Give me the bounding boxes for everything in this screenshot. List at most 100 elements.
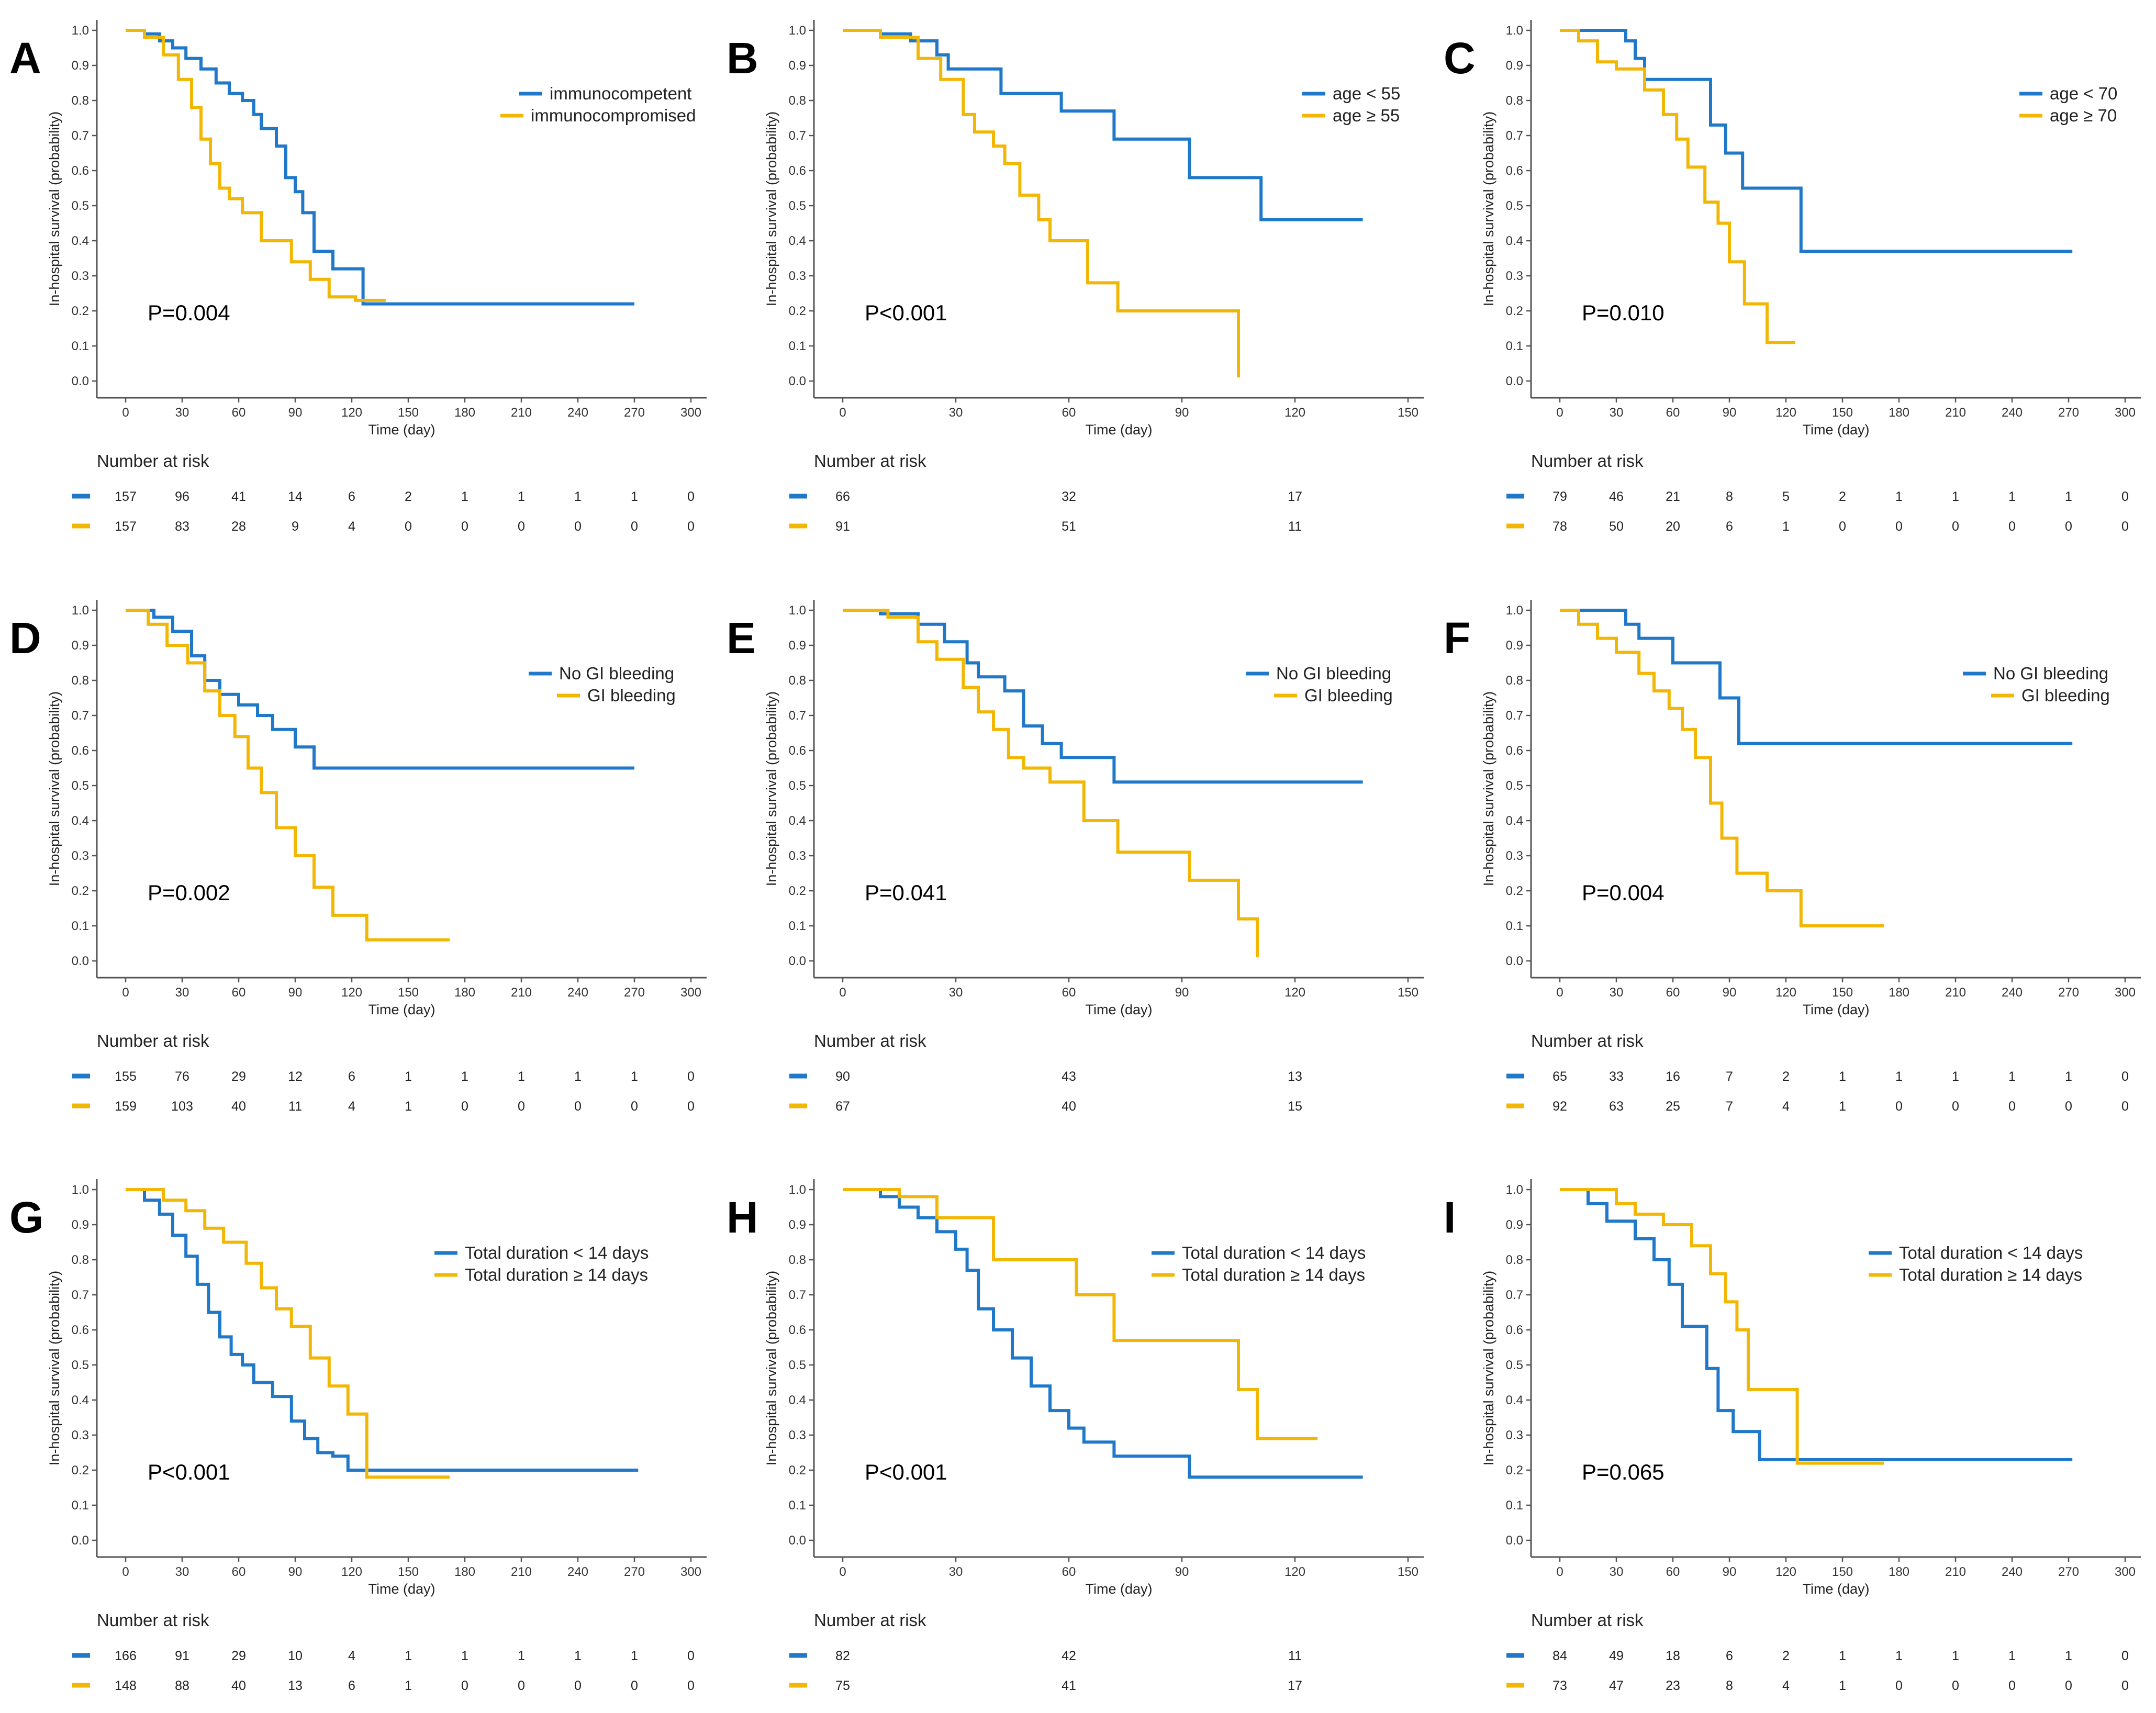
x-tick-label: 180 xyxy=(454,986,475,1000)
risk-count: 7 xyxy=(1726,1069,1733,1084)
risk-count: 4 xyxy=(348,519,355,534)
y-tick-label: 0.4 xyxy=(72,234,89,248)
risk-count: 1 xyxy=(1782,519,1790,534)
y-tick-label: 0.3 xyxy=(1506,269,1523,283)
risk-count: 16 xyxy=(1666,1069,1680,1084)
x-tick-label: 90 xyxy=(1723,986,1737,1000)
x-tick-label: 120 xyxy=(341,1565,362,1579)
risk-count: 6 xyxy=(348,1069,355,1084)
risk-count: 0 xyxy=(2065,1678,2072,1693)
x-tick-label: 120 xyxy=(1775,986,1796,1000)
p-value: P=0.041 xyxy=(865,880,947,905)
legend-label: No GI bleeding xyxy=(559,664,674,683)
panel-i: I0.00.10.20.30.40.50.60.70.80.91.00 30 60 9… xyxy=(1444,1179,2141,1693)
risk-count: 11 xyxy=(1288,519,1302,534)
y-tick-label: 0.7 xyxy=(1506,709,1523,723)
risk-count: 0 xyxy=(2121,1678,2129,1693)
survival-curve xyxy=(1560,29,1795,344)
y-tick-label: 0.2 xyxy=(1506,1463,1523,1477)
risk-count: 91 xyxy=(175,1649,189,1663)
risk-count: 0 xyxy=(518,1678,525,1693)
legend-label: Total duration ≥ 14 days xyxy=(1182,1265,1365,1284)
y-tick-label: 0.9 xyxy=(1506,1218,1523,1232)
risk-count: 1 xyxy=(631,1069,638,1084)
panel-d: D0.00.10.20.30.40.50.60.70.80.91.00 30 60 9… xyxy=(9,600,707,1114)
y-tick-label: 0.5 xyxy=(72,199,89,213)
y-tick-label: 0.1 xyxy=(72,339,89,353)
risk-count: 0 xyxy=(1895,1678,1903,1693)
risk-count: 83 xyxy=(175,519,189,534)
risk-count: 1 xyxy=(1839,1069,1846,1084)
survival-curve xyxy=(1560,609,2073,745)
risk-count: 6 xyxy=(1726,1649,1733,1663)
risk-count: 8 xyxy=(1726,489,1733,504)
risk-count: 47 xyxy=(1609,1678,1624,1693)
panel-letter: D xyxy=(9,613,41,663)
x-tick-label: 0 xyxy=(839,406,846,420)
x-tick-label: 120 xyxy=(341,406,362,420)
x-tick-label: 90 xyxy=(288,986,303,1000)
risk-count: 0 xyxy=(1839,519,1846,534)
y-tick-label: 0.9 xyxy=(1506,59,1523,73)
y-tick-label: 0.7 xyxy=(1506,1288,1523,1302)
y-tick-label: 0.6 xyxy=(72,1323,89,1337)
y-tick-label: 0.2 xyxy=(1506,884,1523,898)
y-tick-label: 0.0 xyxy=(789,374,806,388)
x-tick-label: 240 xyxy=(567,1565,588,1579)
risk-count: 1 xyxy=(1952,1069,1959,1084)
survival-curve xyxy=(126,1188,450,1479)
survival-curve xyxy=(843,29,1363,221)
risk-count: 2 xyxy=(1839,489,1846,504)
y-tick-label: 0.1 xyxy=(789,1498,806,1513)
panel-letter: H xyxy=(727,1193,758,1242)
y-tick-label: 1.0 xyxy=(72,24,89,38)
risk-count: 67 xyxy=(835,1099,850,1114)
risk-count: 0 xyxy=(2008,519,2016,534)
risk-count: 20 xyxy=(1666,519,1680,534)
y-tick-label: 1.0 xyxy=(72,603,89,618)
risk-count: 157 xyxy=(115,489,137,504)
x-tick-label: 90 xyxy=(1175,986,1189,1000)
risk-count: 1 xyxy=(461,1649,468,1663)
x-tick-label: 150 xyxy=(398,1565,419,1579)
risk-count: 96 xyxy=(175,489,189,504)
x-tick-label: 210 xyxy=(511,1565,532,1579)
panel-letter: A xyxy=(9,33,41,83)
x-tick-label: 0 xyxy=(122,986,129,1000)
legend-label: No GI bleeding xyxy=(1993,664,2108,683)
risk-count: 7 xyxy=(1726,1099,1733,1114)
risk-count: 32 xyxy=(1062,489,1076,504)
survival-curve xyxy=(1560,1188,1884,1465)
legend-label: age ≥ 70 xyxy=(2050,106,2117,125)
legend-label: GI bleeding xyxy=(587,686,676,705)
risk-count: 29 xyxy=(231,1649,246,1663)
x-tick-label: 300 xyxy=(680,406,701,420)
panel-letter: E xyxy=(727,613,756,663)
risk-count: 21 xyxy=(1666,489,1680,504)
risk-count: 41 xyxy=(231,489,246,504)
risk-count: 0 xyxy=(574,1099,582,1114)
x-axis-title: Time (day) xyxy=(368,422,435,438)
y-axis-title: In-hospital survival (probability) xyxy=(764,1271,779,1465)
risk-count: 1 xyxy=(461,1069,468,1084)
risk-count: 1 xyxy=(405,1069,412,1084)
y-tick-label: 0.7 xyxy=(789,709,806,723)
y-tick-label: 0.1 xyxy=(1506,339,1523,353)
risk-count: 11 xyxy=(288,1099,302,1114)
y-tick-label: 0.0 xyxy=(1506,1533,1523,1548)
risk-count: 2 xyxy=(1782,1649,1790,1663)
y-tick-label: 0.9 xyxy=(72,1218,89,1232)
risk-count: 1 xyxy=(461,489,468,504)
risk-count: 0 xyxy=(687,519,695,534)
y-tick-label: 0.3 xyxy=(1506,849,1523,863)
y-tick-label: 0.9 xyxy=(789,639,806,653)
risk-table-title: Number at risk xyxy=(97,451,209,471)
y-axis-title: In-hospital survival (probability) xyxy=(47,691,62,886)
risk-count: 1 xyxy=(518,489,525,504)
panel-letter: G xyxy=(9,1193,43,1242)
risk-count: 1 xyxy=(2008,1069,2016,1084)
risk-count: 6 xyxy=(1726,519,1733,534)
y-tick-label: 0.5 xyxy=(72,1358,89,1372)
risk-count: 6 xyxy=(348,489,355,504)
x-tick-label: 0 xyxy=(1556,406,1563,420)
